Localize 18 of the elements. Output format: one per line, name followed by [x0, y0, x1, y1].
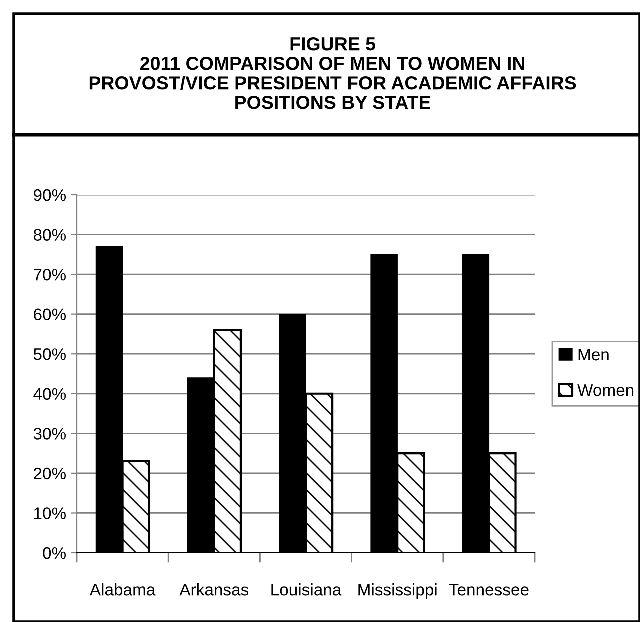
x-tick-label: Louisiana — [272, 584, 342, 596]
x-tick-label: Arkansas — [180, 584, 249, 596]
x-tick-label: Alabama — [90, 584, 156, 596]
y-tick-label: 20% — [34, 468, 66, 480]
y-tick-label: 50% — [34, 348, 66, 360]
y-tick-label: 10% — [34, 508, 66, 520]
y-tick-label: 40% — [34, 388, 66, 400]
legend-label: Men — [578, 349, 609, 361]
legend-label: Women — [578, 384, 634, 396]
y-tick-label: 90% — [34, 189, 66, 202]
y-tick-label: 70% — [34, 268, 66, 281]
x-tick-label: Tennessee — [449, 584, 529, 596]
chart-title: FIGURE 5 2011 COMPARISON OF MEN TO WOMEN IN PROVOST/VICE PRESIDENT FOR ACADEMIC AFFAIRS POSITIONS BY STATE — [90, 37, 576, 110]
y-tick-label: 80% — [34, 229, 66, 241]
y-tick-label: 0% — [43, 547, 66, 560]
y-tick-label: 30% — [34, 428, 66, 440]
x-tick-label: Mississippi — [358, 584, 437, 600]
y-tick-label: 60% — [34, 308, 66, 321]
